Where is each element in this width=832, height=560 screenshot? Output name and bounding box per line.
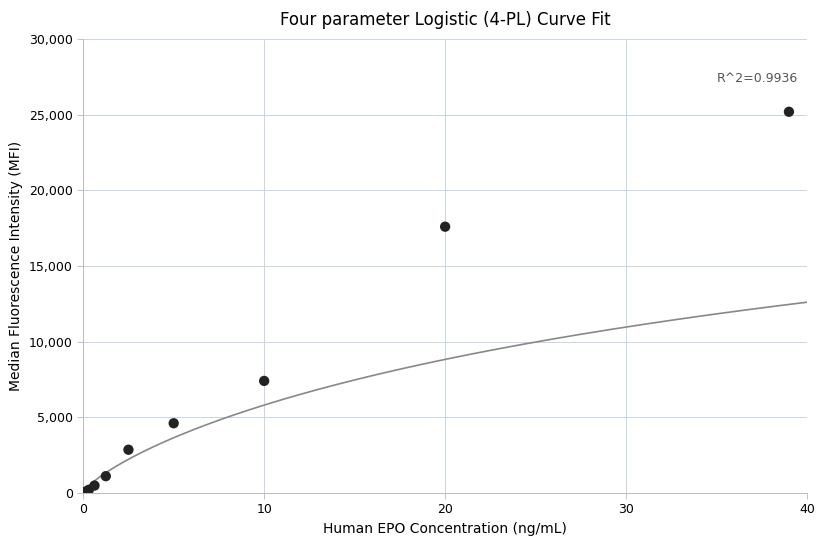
Point [79,487,92,496]
Point [99,472,112,480]
Point [167,419,181,428]
Point [77,488,90,497]
X-axis label: Human EPO Concentration (ng/mL): Human EPO Concentration (ng/mL) [323,522,567,536]
Y-axis label: Median Fluorescence Intensity (MFI): Median Fluorescence Intensity (MFI) [9,141,23,391]
Point [258,376,271,385]
Point [782,108,795,116]
Text: R^2=0.9936: R^2=0.9936 [716,72,798,85]
Point [82,486,96,494]
Point [438,222,452,231]
Title: Four parameter Logistic (4-PL) Curve Fit: Four parameter Logistic (4-PL) Curve Fit [280,11,611,29]
Point [88,481,102,490]
Point [121,445,135,454]
